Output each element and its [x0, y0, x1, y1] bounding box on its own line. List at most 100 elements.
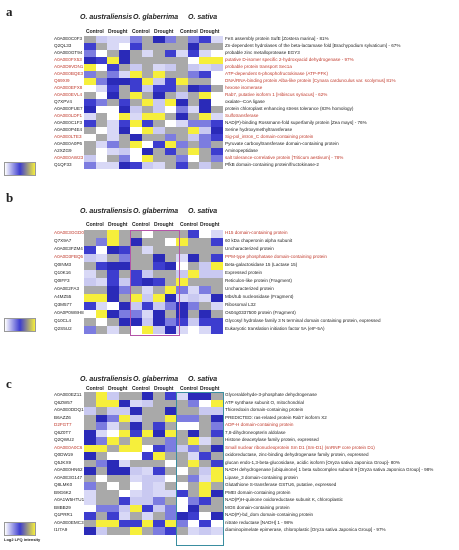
- heatmap-cell: [118, 294, 131, 302]
- heatmap-cell: [176, 85, 188, 92]
- heatmap-cell: [176, 512, 188, 520]
- species-label-1: O. australiensis: [80, 376, 133, 383]
- heatmap-cell: [199, 262, 211, 270]
- heatmap-cell: [199, 286, 211, 294]
- heatmap-cell: [141, 99, 154, 106]
- heatmap-cell: [95, 467, 108, 475]
- heatmap-row: [84, 422, 223, 430]
- protein-accession: B8BB29: [54, 504, 71, 510]
- heatmap-cell: [164, 519, 177, 527]
- heatmap-cell: [107, 392, 119, 400]
- protein-description: PfkB domain-containing protein/fructokin…: [225, 162, 319, 167]
- heatmap-cell: [153, 444, 165, 452]
- protein-description: NADH dehydrogenase [ubiquinone] 1 beta s…: [225, 467, 434, 472]
- heatmap-cell: [176, 302, 188, 310]
- heatmap-cell: [176, 459, 188, 467]
- heatmap-cell: [130, 399, 142, 407]
- panel-c: c O. australiensis O. glaberrima O. sati…: [0, 372, 459, 550]
- heatmap-cell: [210, 326, 223, 334]
- heatmap-cell: [107, 99, 119, 106]
- heatmap-cell: [187, 467, 200, 475]
- protein-description: Glycosyl hydrolase family 3 N terminal d…: [225, 318, 381, 323]
- heatmap-cell: [164, 36, 177, 43]
- protein-accession: A0A0E0FUE7: [54, 106, 83, 111]
- heatmap-cell: [130, 286, 142, 294]
- heatmap-cell: [199, 230, 211, 238]
- protein-accession: Q69XI9: [54, 78, 70, 83]
- cond-drought-1: Drought: [108, 222, 128, 228]
- heatmap-cell: [153, 489, 165, 497]
- heatmap-cell: [95, 519, 108, 527]
- heatmap-cell: [130, 162, 142, 169]
- heatmap-cell: [210, 127, 223, 134]
- protein-accession: A0A0E0BQE3: [54, 71, 84, 76]
- heatmap-cell: [95, 254, 108, 262]
- heatmap-cell: [153, 407, 165, 415]
- heatmap-cell: [130, 92, 142, 99]
- protein-accession: A0A0E3FZM4: [54, 246, 83, 251]
- heatmap-cell: [199, 467, 211, 475]
- heatmap-cell: [118, 162, 131, 169]
- heatmap-cell: [153, 326, 165, 334]
- protein-accession: B6AZZ6: [54, 414, 71, 420]
- heatmap-cell: [210, 230, 223, 238]
- heatmap-cell: [130, 527, 142, 535]
- heatmap-cell: [118, 414, 131, 422]
- heatmap-cell: [84, 497, 96, 505]
- heatmap-cell: [130, 141, 142, 148]
- heatmap-cell: [95, 512, 108, 520]
- protein-description: Glyceraldehyde-3-phosphate dehydrogenase: [225, 392, 317, 397]
- heatmap-cell: [187, 489, 200, 497]
- heatmap-row: [84, 270, 223, 278]
- heatmap-cell: [84, 310, 96, 318]
- heatmap-cell: [187, 294, 200, 302]
- heatmap-cell: [84, 85, 96, 92]
- cond-drought-2: Drought: [154, 386, 174, 392]
- heatmap-cell: [107, 467, 119, 475]
- heatmap-cell: [130, 85, 142, 92]
- heatmap-cell: [118, 452, 131, 460]
- heatmap-cell: [210, 78, 223, 85]
- heatmap-row: [84, 141, 223, 148]
- protein-description: Eukaryotic translation initiation factor…: [225, 326, 325, 331]
- heatmap-cell: [164, 422, 177, 430]
- heatmap-row: [84, 254, 223, 262]
- heatmap-cell: [153, 64, 165, 71]
- heatmap-cell: [187, 497, 200, 505]
- heatmap-cell: [187, 57, 200, 64]
- heatmap-cell: [95, 148, 108, 155]
- heatmap-cell: [107, 512, 119, 520]
- heatmap-cell: [164, 459, 177, 467]
- heatmap-cell: [153, 238, 165, 246]
- protein-description: Expressed protein: [225, 270, 263, 275]
- heatmap-row: [84, 120, 223, 127]
- heatmap-cell: [107, 302, 119, 310]
- heatmap-cell: [107, 489, 119, 497]
- heatmap-cell: [164, 497, 177, 505]
- heatmap-cell: [84, 318, 96, 326]
- protein-description: probable protein transport Sec1a: [225, 64, 292, 69]
- heatmap-cell: [130, 36, 142, 43]
- heatmap-cell: [187, 318, 200, 326]
- heatmap-cell: [153, 302, 165, 310]
- heatmap-row: [84, 64, 223, 71]
- heatmap-cell: [210, 246, 223, 254]
- heatmap-cell: [187, 254, 200, 262]
- heatmap-cell: [164, 399, 177, 407]
- heatmap-cell: [95, 444, 108, 452]
- heatmap-row: [84, 459, 223, 467]
- heatmap-cell: [164, 71, 177, 78]
- heatmap-row: [84, 429, 223, 437]
- heatmap-cell: [95, 262, 108, 270]
- heatmap-cell: [95, 246, 108, 254]
- heatmap-cell: [130, 71, 142, 78]
- heatmap-cell: [118, 527, 131, 535]
- heatmap-cell: [176, 414, 188, 422]
- protein-accession: Q0IFF3: [54, 278, 70, 283]
- heatmap-cell: [130, 407, 142, 415]
- protein-accession: A0A0E0FX53: [54, 57, 82, 62]
- heatmap-cell: [95, 238, 108, 246]
- heatmap-cell: [107, 141, 119, 148]
- cond-control-2: Control: [132, 222, 150, 228]
- heatmap-cell: [95, 489, 108, 497]
